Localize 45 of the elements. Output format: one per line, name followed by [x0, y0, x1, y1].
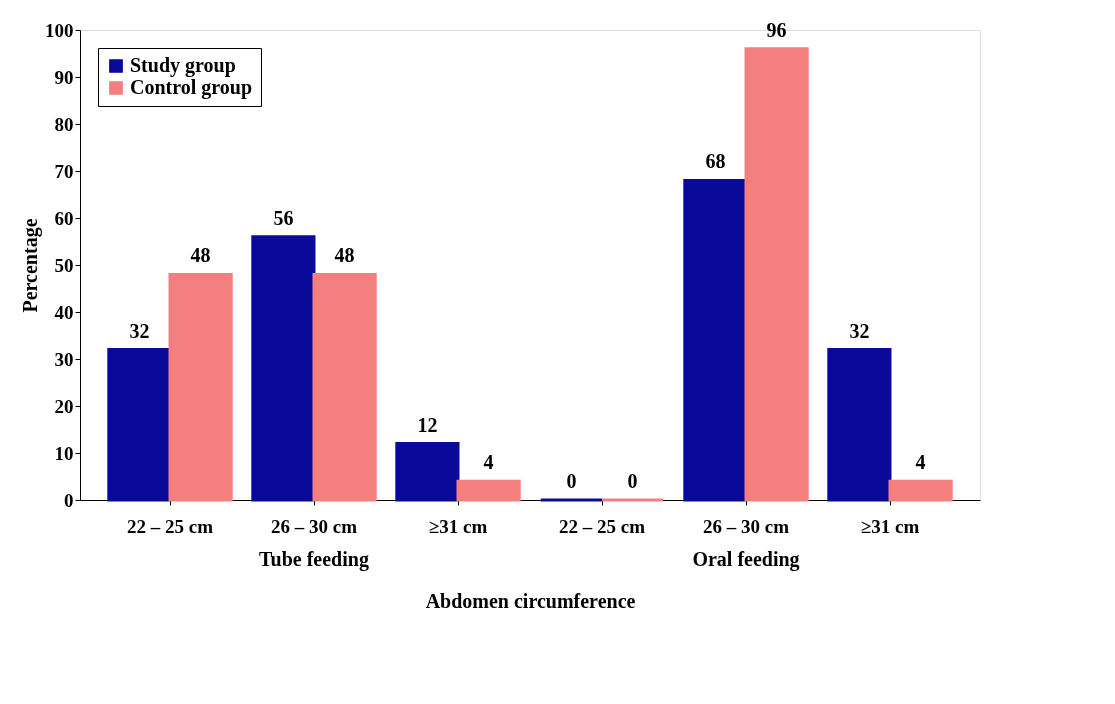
- data-label: 68: [705, 150, 726, 173]
- x-tick-label: 26 – 30 cm: [270, 515, 358, 537]
- y-axis-title: Percentage: [19, 218, 42, 313]
- text: Tube feeding: [259, 548, 369, 571]
- data-label: 4: [483, 451, 494, 474]
- x-tick-label: 26 – 30 cm: [702, 515, 790, 537]
- data-label: 48: [334, 244, 355, 267]
- x-tick-label: ≥31 cm: [428, 515, 488, 537]
- text: Oral feeding: [692, 548, 800, 571]
- data-label: 4: [915, 451, 926, 474]
- y-tick-label: 60: [54, 207, 74, 229]
- x-tick-label: ≥31 cm: [860, 515, 920, 537]
- data-label: 96: [766, 18, 787, 41]
- y-tick-label: 80: [54, 113, 74, 135]
- bar: [744, 47, 809, 502]
- bar: [312, 272, 377, 502]
- bar: [456, 479, 521, 502]
- data-label: 56: [273, 206, 294, 229]
- y-tick-label: 30: [54, 348, 74, 370]
- bar: [168, 272, 233, 502]
- x-tick-label: 22 – 25 cm: [558, 515, 646, 537]
- y-tick-label: 100: [45, 19, 74, 41]
- legend-label: Study group: [130, 54, 236, 77]
- x-axis-title: Abdomen circumference: [425, 589, 636, 612]
- data-label: 0: [566, 470, 577, 492]
- bar: [888, 479, 953, 502]
- bar: [683, 178, 748, 502]
- data-label: 12: [417, 413, 438, 436]
- legend-label: Control group: [130, 76, 253, 99]
- y-tick-label: 10: [54, 442, 74, 464]
- y-tick-label: 50: [54, 254, 74, 276]
- bar: [251, 235, 316, 502]
- x-tick-label: 22 – 25 cm: [126, 515, 214, 537]
- y-tick-label: 40: [54, 301, 74, 323]
- bar: [395, 442, 460, 502]
- data-label: 32: [129, 319, 150, 342]
- y-tick-label: 70: [54, 160, 74, 182]
- data-label: 32: [849, 319, 870, 342]
- y-tick-label: 90: [54, 66, 74, 88]
- bar: [107, 348, 172, 502]
- y-tick-label: 20: [54, 395, 74, 417]
- data-label: 48: [190, 244, 211, 267]
- y-tick-label: 0: [64, 489, 74, 511]
- data-label: 0: [627, 470, 638, 492]
- bar: [827, 348, 892, 502]
